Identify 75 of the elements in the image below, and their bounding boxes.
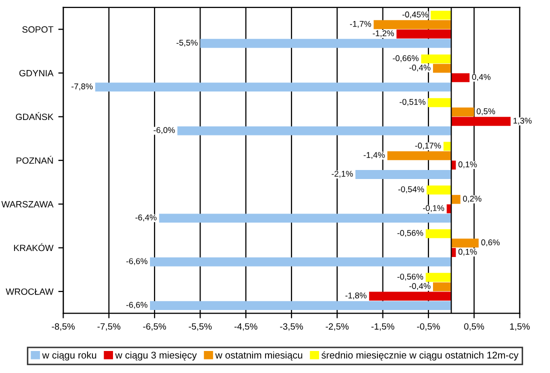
data-label: -0,54%	[398, 186, 424, 194]
legend-label: w ciągu roku	[42, 351, 96, 361]
data-label: -6,4%	[135, 214, 157, 222]
data-label: -1,7%	[350, 20, 372, 28]
x-tick-label: -1,5%	[371, 323, 394, 331]
data-label: -0,4%	[409, 283, 430, 290]
bar	[95, 82, 452, 92]
x-tick-label: -4,5%	[234, 323, 258, 331]
data-label: -1,4%	[364, 152, 385, 159]
data-label: 0,1%	[458, 161, 477, 168]
data-label: -5,5%	[176, 40, 198, 47]
bar	[430, 10, 452, 20]
x-tick-label: -2,5%	[326, 323, 349, 331]
data-label: -6,6%	[126, 258, 148, 266]
data-label: -0,56%	[397, 274, 424, 281]
y-tick-label: GDYNIA	[19, 70, 54, 76]
bar	[426, 186, 452, 194]
x-tick-label: -3,5%	[280, 323, 303, 331]
bar	[451, 194, 460, 204]
data-label: 0,1%	[458, 248, 477, 256]
y-tick-label: WROCŁAW	[6, 288, 54, 295]
data-label: -1,8%	[345, 292, 367, 300]
data-label: 0,5%	[476, 108, 496, 116]
bar	[150, 257, 452, 266]
y-tick-label: POZNAŃ	[16, 156, 53, 164]
data-label: 0,6%	[481, 239, 500, 246]
bar	[444, 142, 452, 151]
data-label: -0,17%	[415, 142, 441, 150]
bar	[374, 20, 452, 30]
bar	[150, 301, 452, 310]
bar	[451, 116, 511, 126]
x-tick-label: -5,5%	[188, 323, 212, 331]
data-label: 0,4%	[472, 74, 491, 81]
legend-label: w ciągu 3 miesięcy	[115, 351, 197, 361]
bar	[421, 54, 452, 64]
data-label: -7,8%	[72, 83, 93, 90]
data-label: -2,1%	[332, 170, 353, 178]
bar	[369, 292, 452, 301]
data-label: -0,45%	[402, 12, 428, 18]
bar	[200, 38, 452, 48]
bar	[396, 30, 452, 38]
data-label: -0,51%	[400, 98, 426, 106]
bar	[451, 73, 470, 82]
x-tick-label: 0,5%	[464, 323, 484, 331]
data-label: -6,0%	[154, 127, 175, 134]
data-label: 0,2%	[463, 196, 482, 203]
data-label: -0,1%	[423, 205, 444, 212]
data-label: -0,4%	[409, 64, 430, 72]
bar	[451, 108, 474, 116]
legend-label: średnio miesięcznie w ciągu ostatnich 12m-cy	[322, 351, 518, 361]
data-label: -1,2%	[372, 30, 394, 38]
legend-label: w ostatnim miesiącu	[215, 351, 302, 361]
bar	[159, 214, 452, 223]
bar	[387, 151, 452, 160]
bar	[433, 282, 452, 292]
data-label: 1,3%	[514, 118, 532, 125]
bar	[426, 272, 452, 282]
data-label: -0,56%	[397, 230, 424, 237]
y-tick-label: WARSZAWA	[1, 201, 54, 208]
bar	[177, 126, 452, 136]
data-label: -0,66%	[392, 55, 419, 62]
bar	[426, 229, 452, 238]
x-tick-label: -8,5%	[52, 323, 75, 331]
x-tick-label: -7,5%	[98, 323, 120, 331]
x-tick-label: -6,5%	[143, 323, 166, 331]
data-label: -6,6%	[126, 302, 148, 309]
bar	[428, 98, 452, 108]
bar	[433, 64, 452, 73]
x-tick-label: 1,5%	[510, 323, 530, 331]
x-tick-label: -0,5%	[417, 323, 440, 331]
bar	[355, 170, 452, 179]
y-tick-label: SOPOT	[22, 26, 54, 33]
y-tick-label: GDAŃSK	[16, 112, 54, 120]
y-tick-label: KRAKÓW	[14, 243, 54, 252]
bar	[451, 238, 479, 248]
